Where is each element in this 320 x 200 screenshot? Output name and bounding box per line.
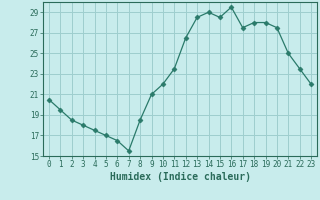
X-axis label: Humidex (Indice chaleur): Humidex (Indice chaleur) <box>109 172 251 182</box>
